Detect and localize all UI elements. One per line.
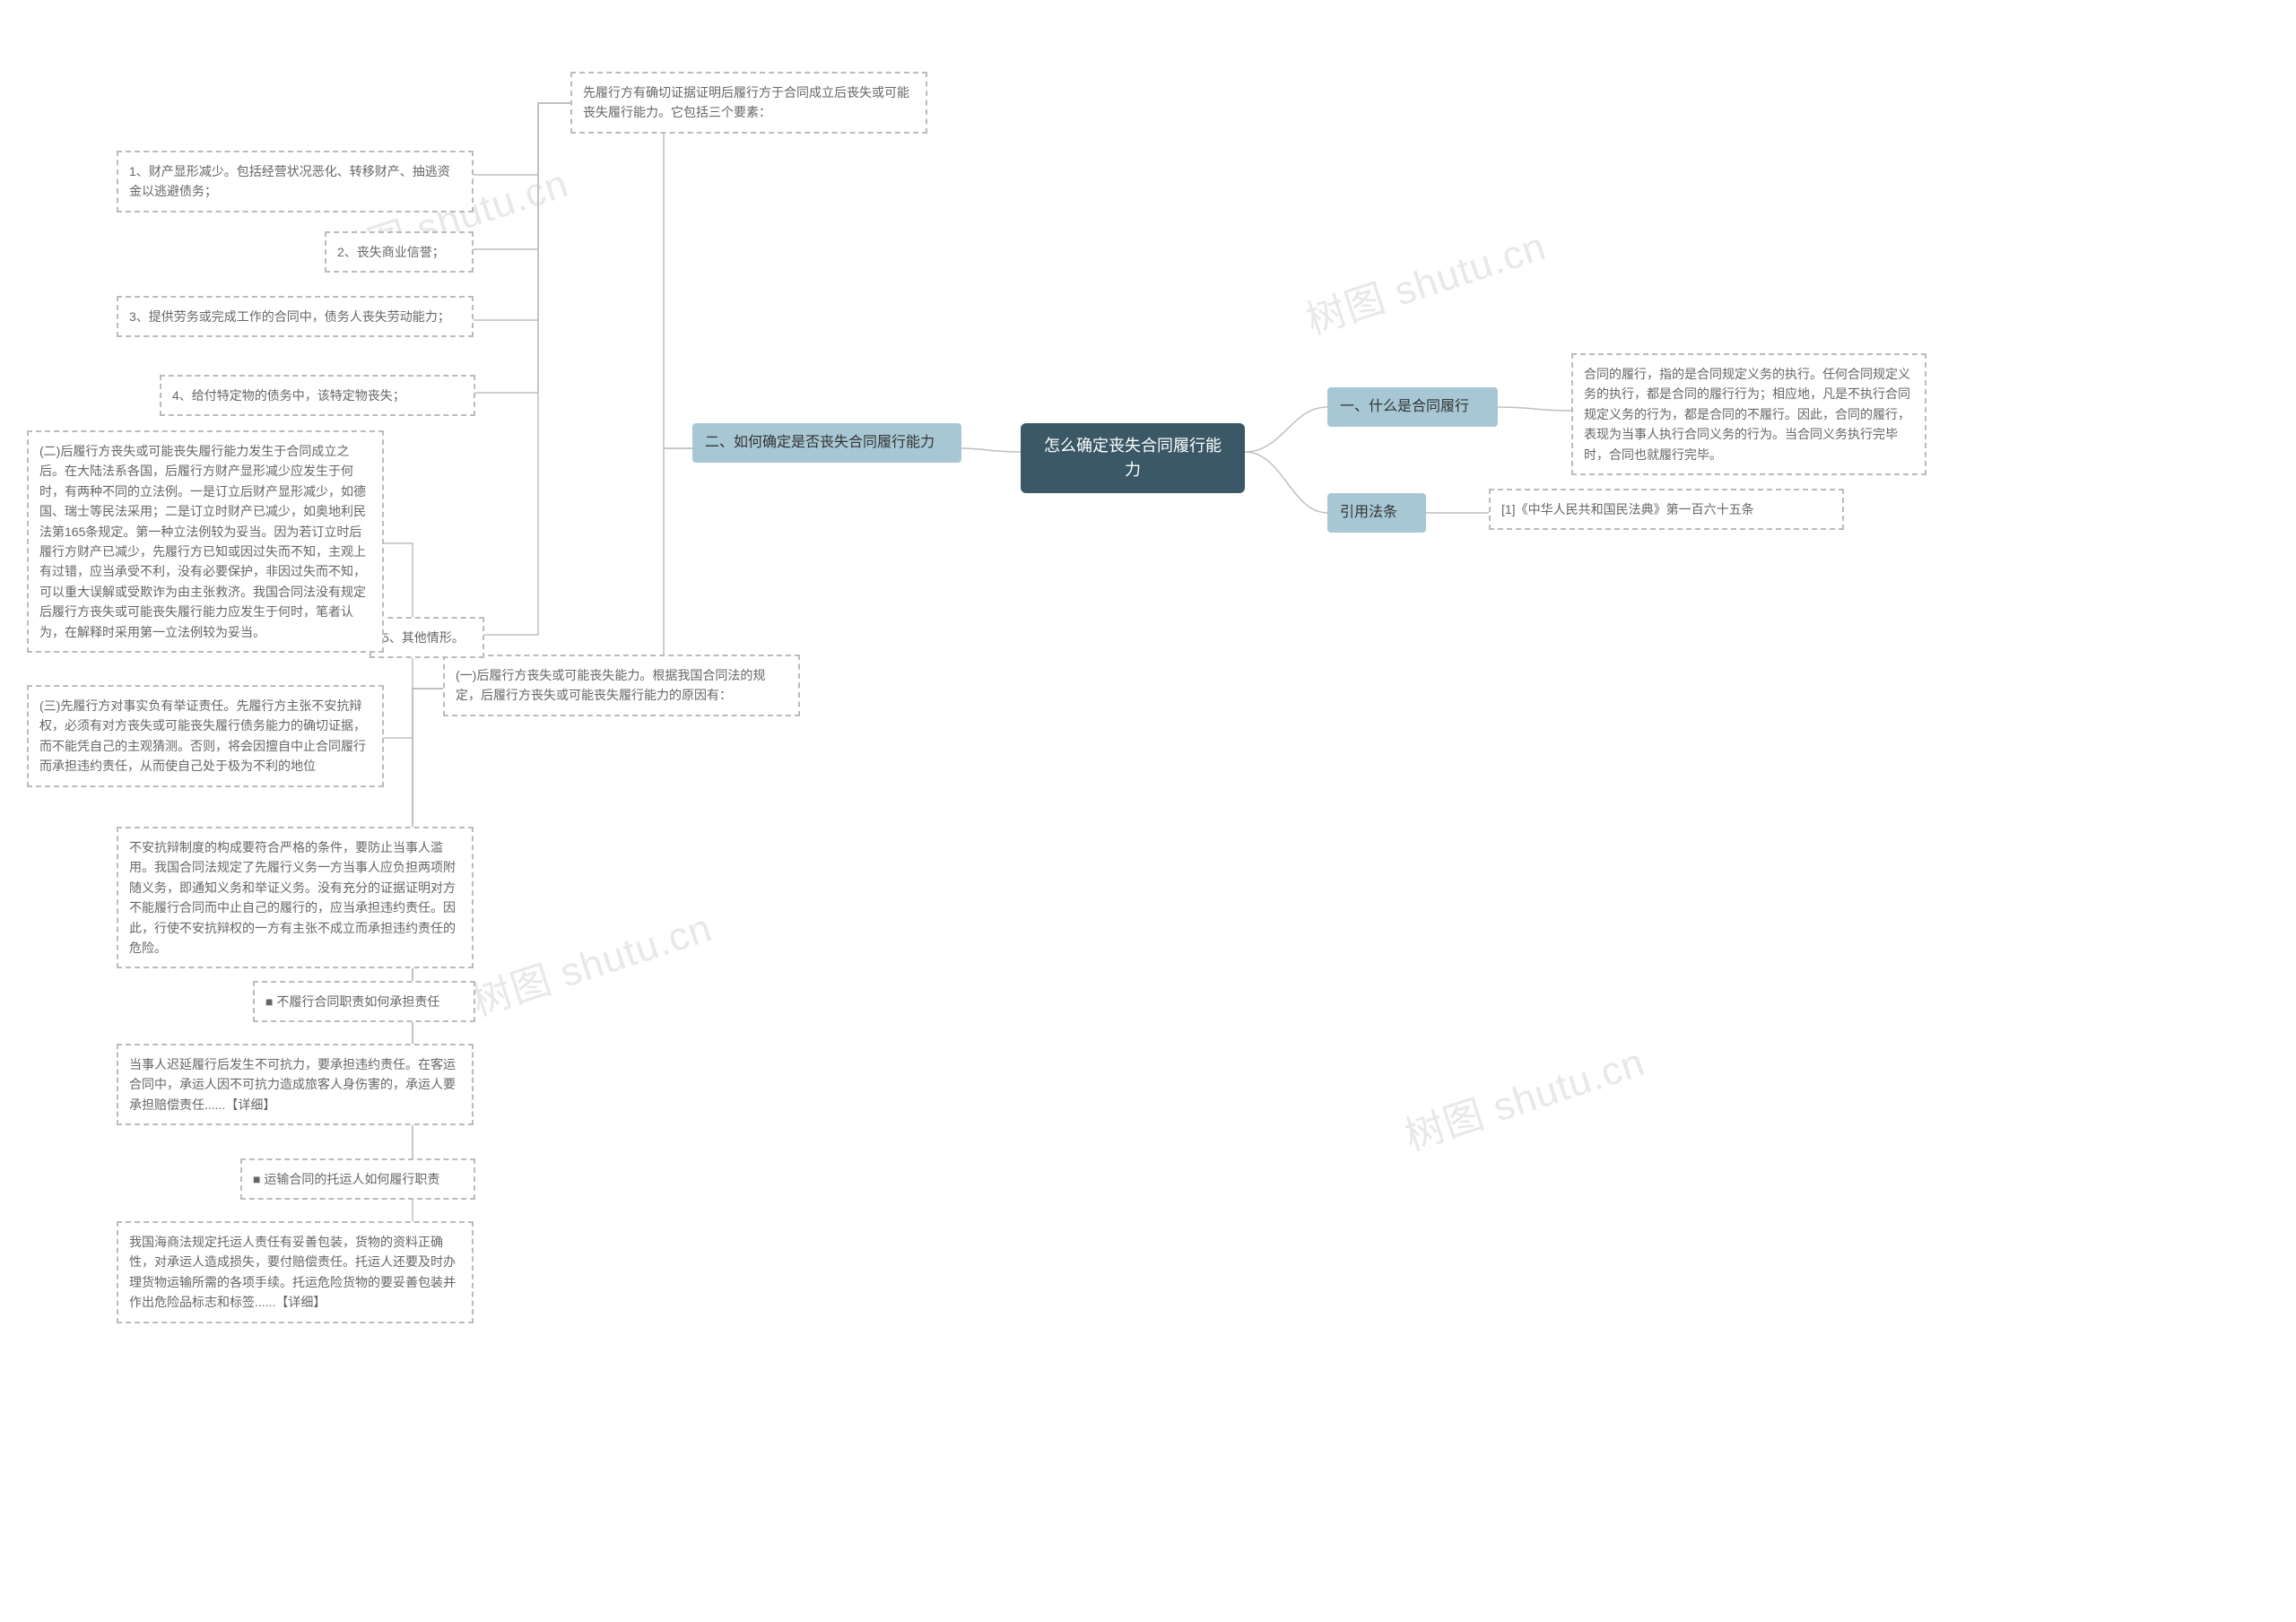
leaf-detail-5: ■ 不履行合同职责如何承担责任 <box>253 981 475 1022</box>
leaf-detail-7: ■ 运输合同的托运人如何履行职责 <box>240 1158 475 1200</box>
branch-label: 一、什么是合同履行 <box>1340 399 1469 414</box>
leaf-three-elements: 先履行方有确切证据证明后履行方于合同成立后丧失或可能丧失履行能力。它包括三个要素… <box>570 72 927 134</box>
leaf-detail-8: 我国海商法规定托运人责任有妥善包装，货物的资料正确性，对承运人造成损失，要付赔偿… <box>117 1221 474 1323</box>
leaf-text: ■ 不履行合同职责如何承担责任 <box>265 994 439 1009</box>
watermark: 树图 shutu.cn <box>1396 1030 1651 1162</box>
leaf-text: 4、给付特定物的债务中，该特定物丧失； <box>172 388 405 403</box>
leaf-text: 当事人迟延履行后发生不可抗力，要承担违约责任。在客运合同中，承运人因不可抗力造成… <box>129 1057 456 1112</box>
leaf-text: ■ 运输合同的托运人如何履行职责 <box>253 1172 439 1186</box>
branch-what-is[interactable]: 一、什么是合同履行 <box>1327 387 1498 427</box>
branch-how-determine[interactable]: 二、如何确定是否丧失合同履行能力 <box>692 423 961 463</box>
leaf-citation: [1]《中华人民共和国民法典》第一百六十五条 <box>1489 489 1844 530</box>
leaf-text: 不安抗辩制度的构成要符合严格的条件，要防止当事人滥用。我国合同法规定了先履行义务… <box>129 840 456 955</box>
leaf-item-4: 4、给付特定物的债务中，该特定物丧失； <box>160 375 475 416</box>
leaf-item-5: 5、其他情形。 <box>370 617 484 658</box>
leaf-text: 5、其他情形。 <box>382 630 465 645</box>
leaf-item-3: 3、提供劳务或完成工作的合同中，债务人丧失劳动能力； <box>117 296 474 337</box>
leaf-detail-6: 当事人迟延履行后发生不可抗力，要承担违约责任。在客运合同中，承运人因不可抗力造成… <box>117 1044 474 1125</box>
leaf-text: (二)后履行方丧失或可能丧失履行能力发生于合同成立之后。在大陆法系各国，后履行方… <box>39 444 366 639</box>
leaf-text: [1]《中华人民共和国民法典》第一百六十五条 <box>1501 502 1754 516</box>
leaf-item-2: 2、丧失商业信誉； <box>325 231 474 273</box>
leaf-text: 1、财产显形减少。包括经营状况恶化、转移财产、抽逃资金以逃避债务； <box>129 164 450 198</box>
branch-label: 二、如何确定是否丧失合同履行能力 <box>705 435 935 450</box>
branch-citation[interactable]: 引用法条 <box>1327 493 1426 533</box>
leaf-what-is-desc: 合同的履行，指的是合同规定义务的执行。任何合同规定义务的执行，都是合同的履行行为… <box>1571 353 1926 475</box>
leaf-text: 先履行方有确切证据证明后履行方于合同成立后丧失或可能丧失履行能力。它包括三个要素… <box>583 85 909 119</box>
leaf-text: 3、提供劳务或完成工作的合同中，债务人丧失劳动能力； <box>129 309 450 324</box>
leaf-text: 合同的履行，指的是合同规定义务的执行。任何合同规定义务的执行，都是合同的履行行为… <box>1584 367 1910 462</box>
branch-label: 引用法条 <box>1340 505 1397 520</box>
watermark: 树图 shutu.cn <box>464 896 718 1028</box>
leaf-cause-intro: (一)后履行方丧失或可能丧失能力。根据我国合同法的规定，后履行方丧失或可能丧失履… <box>443 655 800 716</box>
root-node[interactable]: 怎么确定丧失合同履行能力 <box>1021 423 1245 493</box>
watermark: 树图 shutu.cn <box>1298 214 1552 346</box>
leaf-text: (一)后履行方丧失或可能丧失能力。根据我国合同法的规定，后履行方丧失或可能丧失履… <box>456 668 765 702</box>
root-label: 怎么确定丧失合同履行能力 <box>1044 437 1222 479</box>
leaf-item-1: 1、财产显形减少。包括经营状况恶化、转移财产、抽逃资金以逃避债务； <box>117 151 474 213</box>
leaf-text: 2、丧失商业信誉； <box>337 245 445 259</box>
leaf-detail-2: (二)后履行方丧失或可能丧失履行能力发生于合同成立之后。在大陆法系各国，后履行方… <box>27 430 384 653</box>
leaf-detail-4: 不安抗辩制度的构成要符合严格的条件，要防止当事人滥用。我国合同法规定了先履行义务… <box>117 827 474 968</box>
leaf-text: (三)先履行方对事实负有举证责任。先履行方主张不安抗辩权，必须有对方丧失或可能丧… <box>39 698 366 773</box>
leaf-text: 我国海商法规定托运人责任有妥善包装，货物的资料正确性，对承运人造成损失，要付赔偿… <box>129 1235 456 1309</box>
leaf-detail-3: (三)先履行方对事实负有举证责任。先履行方主张不安抗辩权，必须有对方丧失或可能丧… <box>27 685 384 787</box>
